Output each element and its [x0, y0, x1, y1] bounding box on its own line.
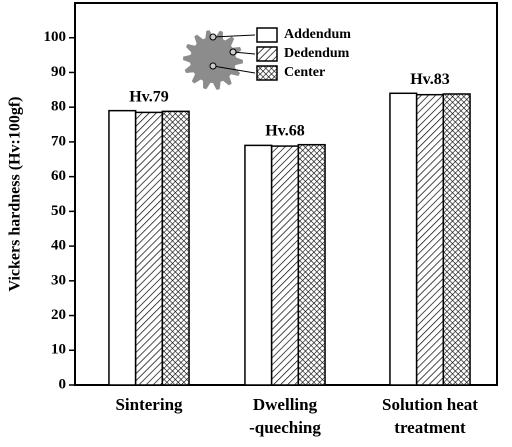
bar	[108, 109, 137, 386]
legend-leader	[232, 51, 256, 55]
y-tick-label: 100	[44, 29, 67, 45]
x-tick-label: Sintering	[115, 395, 183, 414]
y-tick-label: 90	[51, 64, 66, 80]
y-tick-label: 30	[51, 272, 66, 288]
x-tick-label: treatment	[394, 418, 466, 437]
bar	[161, 110, 190, 386]
bar	[134, 111, 164, 386]
bar	[389, 92, 418, 386]
legend-dot	[229, 48, 237, 56]
legend-swatch	[256, 27, 278, 43]
y-axis-label: Vickers hardness (Hv:100gf)	[7, 97, 24, 292]
x-tick-label: -queching	[249, 418, 321, 437]
legend-swatch	[256, 46, 278, 62]
y-tick-label: 20	[51, 307, 66, 323]
x-tick-label: Solution heat	[382, 395, 478, 414]
annotation: Hv.79	[129, 88, 169, 105]
legend-leader	[212, 65, 256, 74]
bar	[442, 93, 471, 386]
annotation: Hv.83	[410, 71, 450, 88]
legend-label: Center	[284, 65, 325, 80]
legend-dot	[209, 33, 217, 41]
bar	[297, 143, 326, 386]
y-tick-label: 40	[51, 238, 66, 254]
bar	[415, 93, 445, 386]
y-tick-label: 70	[51, 133, 66, 149]
x-tick-label: Dwelling	[253, 395, 318, 414]
y-tick-label: 0	[59, 376, 67, 392]
legend-dot	[209, 62, 217, 70]
y-tick-label: 50	[51, 203, 66, 219]
gear-icon	[183, 30, 243, 90]
legend-swatch	[256, 65, 278, 81]
legend-label: Addendum	[284, 27, 351, 42]
y-tick-label: 60	[51, 168, 66, 184]
legend-label: Dedendum	[284, 46, 350, 61]
y-tick-label: 10	[51, 342, 66, 358]
bar	[270, 145, 300, 386]
legend-leader	[212, 34, 256, 38]
y-tick-label: 80	[51, 99, 66, 115]
annotation: Hv.68	[265, 122, 305, 139]
bar	[244, 144, 273, 386]
